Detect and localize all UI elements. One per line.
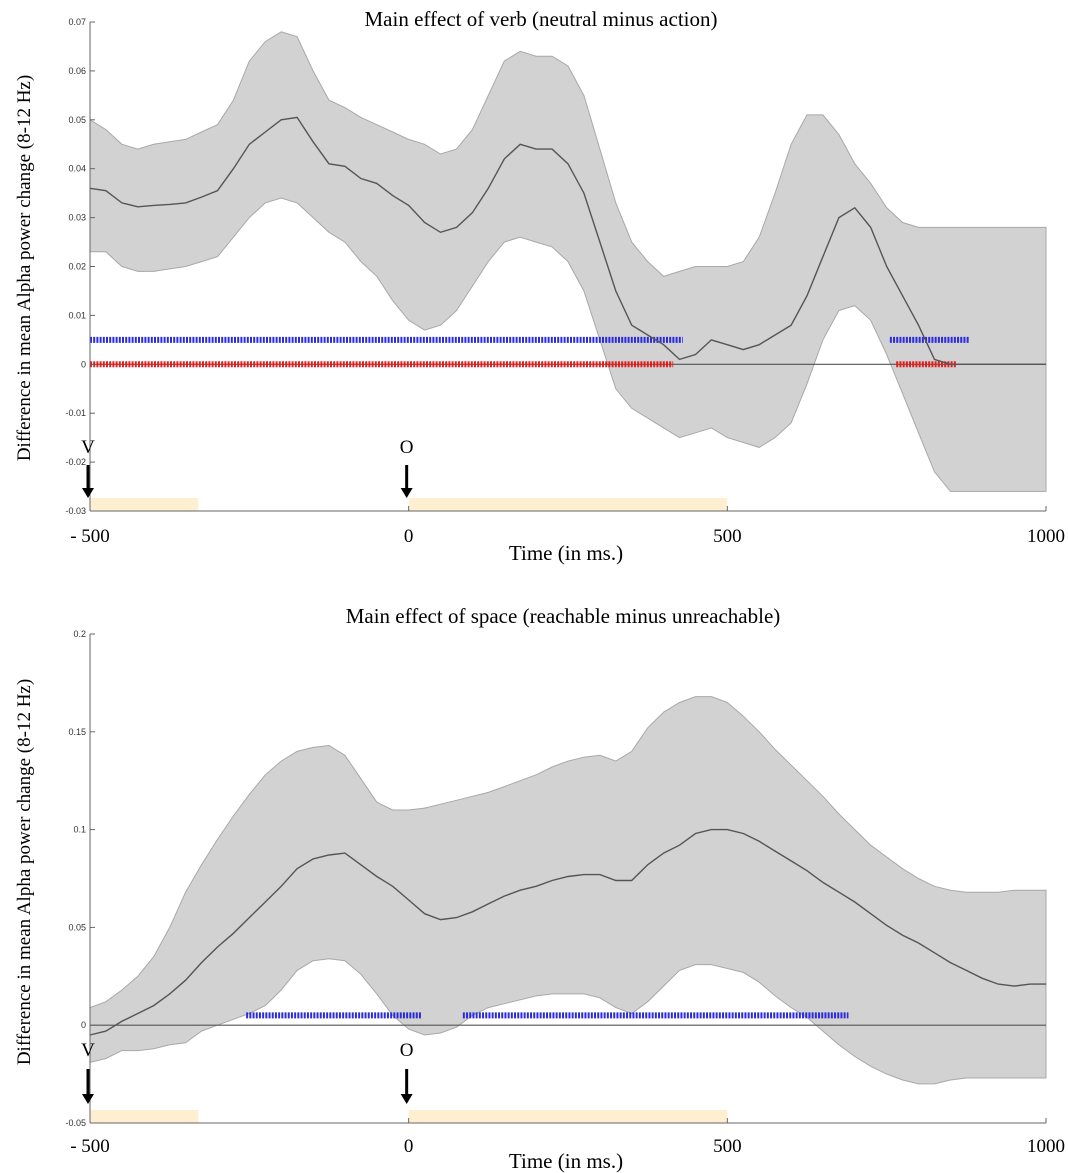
- stimulus-bars: [90, 1110, 728, 1123]
- event-label-O: O: [400, 1040, 414, 1061]
- event-label-V: V: [81, 437, 95, 458]
- y-axis-label: Difference in mean Alpha power change (8…: [14, 75, 35, 461]
- x-tick-label: - 500: [70, 526, 110, 547]
- y-tick-label: 0.04: [68, 164, 86, 174]
- y-tick-label: 0.05: [68, 922, 86, 932]
- y-tick-label: 0.07: [68, 17, 86, 27]
- event-label-V: V: [81, 1040, 95, 1061]
- confidence-band: [89, 696, 1047, 1085]
- y-tick-label: 0.05: [68, 115, 86, 125]
- event-label-O: O: [400, 437, 414, 458]
- axes: -0.03 -0.02 -0.01 0 0.01 0.02 0.03 0.04 0.05 0.06…: [65, 17, 1065, 547]
- y-tick-label: -0.01: [65, 408, 86, 418]
- x-axis-label: Time (in ms.): [509, 541, 623, 565]
- y-tick-label: -0.02: [65, 457, 86, 467]
- y-axis-label: Difference in mean Alpha power change (8…: [14, 679, 35, 1065]
- x-tick-label: - 500: [70, 1136, 110, 1157]
- chart-title: Main effect of verb (neutral minus actio…: [365, 7, 718, 31]
- y-tick-label: -0.05: [65, 1118, 86, 1128]
- event-arrow-head: [82, 488, 94, 498]
- x-tick-label: 0: [404, 1136, 414, 1157]
- x-tick-label: 500: [713, 1136, 742, 1157]
- stimulus-period-0: [90, 498, 199, 511]
- event-arrow-head: [400, 488, 413, 498]
- event-arrow-head: [400, 1094, 413, 1104]
- stimulus-period-0: [90, 1110, 199, 1123]
- y-tick-label: 0.1: [73, 825, 86, 835]
- x-tick-label: 1000: [1027, 1136, 1065, 1157]
- mean-line: [89, 828, 1046, 1036]
- stimulus-bars: [90, 498, 728, 511]
- chart-title: Main effect of space (reachable minus un…: [346, 604, 781, 628]
- y-tick-label: 0.15: [68, 727, 86, 737]
- stimulus-period-1: [408, 1110, 728, 1123]
- y-tick-label: 0.01: [68, 310, 86, 320]
- event-arrow-head: [82, 1094, 94, 1104]
- y-tick-label: 0: [81, 359, 86, 369]
- mean-line: [89, 116, 1046, 365]
- x-tick-label: 1000: [1027, 526, 1065, 547]
- chart-verb: -0.03 -0.02 -0.01 0 0.01 0.02 0.03 0.04 0.05 0.06…: [14, 7, 1065, 565]
- stimulus-period-1: [408, 498, 728, 511]
- x-tick-label: 0: [404, 526, 414, 547]
- y-tick-label: 0: [81, 1020, 86, 1030]
- x-tick-label: 500: [713, 526, 742, 547]
- axes: -0.05 0 0.05 0.1 0.15 0.2 - 500 0 500 1000: [65, 629, 1065, 1157]
- y-tick-label: 0.06: [68, 66, 86, 76]
- x-axis-label: Time (in ms.): [509, 1149, 623, 1173]
- confidence-band: [89, 31, 1047, 492]
- y-tick-label: 0.03: [68, 213, 86, 223]
- y-tick-label: 0.2: [73, 629, 86, 639]
- significance-markers: [90, 336, 970, 368]
- y-tick-label: -0.03: [65, 506, 86, 516]
- y-tick-label: 0.02: [68, 262, 86, 272]
